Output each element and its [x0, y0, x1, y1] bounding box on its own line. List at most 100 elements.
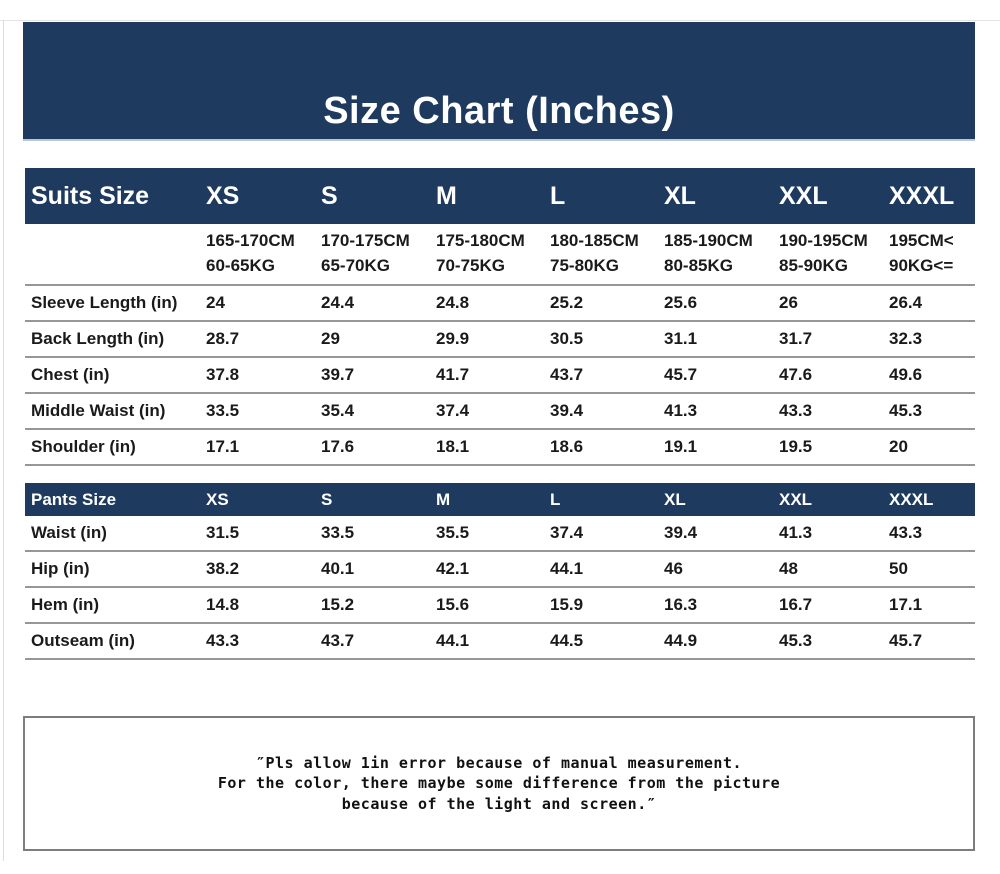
value-cell: 43.3 [888, 516, 975, 552]
suits-row-chest: Chest (in) 37.8 39.7 41.7 43.7 45.7 47.6… [25, 357, 975, 394]
left-divider [3, 20, 4, 861]
weight-range: 80-85KG [664, 256, 733, 275]
row-label: Shoulder (in) [25, 429, 205, 466]
value-cell: 28.7 [205, 321, 320, 358]
height-weight-row: 165-170CM 60-65KG 170-175CM 65-70KG 175-… [25, 224, 975, 286]
value-cell: 18.6 [549, 429, 663, 466]
height-range: 195CM< [889, 231, 954, 251]
value-cell: 14.8 [205, 587, 320, 624]
weight-range: 60-65KG [206, 256, 275, 275]
value-cell: 31.1 [663, 321, 778, 358]
pants-column-header-xxxl: XXXL [888, 483, 975, 516]
value-cell: 43.7 [320, 623, 435, 660]
pants-column-header-xs: XS [205, 483, 320, 516]
top-divider [0, 20, 1000, 21]
value-cell: 17.1 [205, 429, 320, 466]
range-cell-xxl: 190-195CM 85-90KG [778, 224, 888, 286]
value-cell: 42.1 [435, 551, 549, 588]
note-line: because of the light and screen.″ [341, 794, 657, 813]
value-cell: 37.4 [435, 393, 549, 430]
note-line: ″Pls allow 1in error because of manual m… [255, 753, 743, 772]
value-cell: 39.7 [320, 357, 435, 394]
value-cell: 17.1 [888, 587, 975, 624]
value-cell: 35.4 [320, 393, 435, 430]
value-cell: 16.7 [778, 587, 888, 624]
height-range: 170-175CM [321, 231, 410, 251]
value-cell: 44.1 [435, 623, 549, 660]
suits-size-table: Suits Size XS S M L XL XXL XXXL 165-170C… [25, 168, 975, 466]
row-label: Hip (in) [25, 551, 205, 588]
value-cell: 44.9 [663, 623, 778, 660]
row-label: Middle Waist (in) [25, 393, 205, 430]
weight-range: 70-75KG [436, 256, 505, 275]
value-cell: 41.3 [778, 516, 888, 552]
value-cell: 45.7 [888, 623, 975, 660]
value-cell: 33.5 [320, 516, 435, 552]
suits-column-header-xxxl: XXXL [888, 168, 975, 224]
range-cell-s: 170-175CM 65-70KG [320, 224, 435, 286]
value-cell: 43.3 [778, 393, 888, 430]
note-line: For the color, there maybe some differen… [217, 774, 781, 793]
pants-table-title: Pants Size [25, 483, 205, 516]
value-cell: 32.3 [888, 321, 975, 358]
weight-range: 75-80KG [550, 256, 619, 275]
value-cell: 18.1 [435, 429, 549, 466]
value-cell: 24 [205, 285, 320, 322]
weight-range: 90KG<= [889, 256, 954, 275]
range-cell-xl: 185-190CM 80-85KG [663, 224, 778, 286]
range-row-empty-cell [25, 224, 205, 286]
row-label: Sleeve Length (in) [25, 285, 205, 322]
pants-row-hip: Hip (in) 38.2 40.1 42.1 44.1 46 48 50 [25, 551, 975, 588]
value-cell: 20 [888, 429, 975, 466]
height-range: 180-185CM [550, 231, 639, 251]
suits-column-header-xxl: XXL [778, 168, 888, 224]
suits-row-sleeve-length: Sleeve Length (in) 24 24.4 24.8 25.2 25.… [25, 285, 975, 322]
suits-row-back-length: Back Length (in) 28.7 29 29.9 30.5 31.1 … [25, 321, 975, 358]
range-cell-xs: 165-170CM 60-65KG [205, 224, 320, 286]
value-cell: 16.3 [663, 587, 778, 624]
suits-column-header-xl: XL [663, 168, 778, 224]
measurement-note-box: ″Pls allow 1in error because of manual m… [23, 716, 975, 851]
value-cell: 15.6 [435, 587, 549, 624]
range-cell-m: 175-180CM 70-75KG [435, 224, 549, 286]
value-cell: 43.7 [549, 357, 663, 394]
value-cell: 35.5 [435, 516, 549, 552]
value-cell: 45.3 [888, 393, 975, 430]
value-cell: 15.9 [549, 587, 663, 624]
value-cell: 24.4 [320, 285, 435, 322]
height-range: 175-180CM [436, 231, 525, 251]
height-range: 185-190CM [664, 231, 753, 251]
value-cell: 37.4 [549, 516, 663, 552]
value-cell: 45.3 [778, 623, 888, 660]
suits-row-middle-waist: Middle Waist (in) 33.5 35.4 37.4 39.4 41… [25, 393, 975, 430]
value-cell: 24.8 [435, 285, 549, 322]
value-cell: 31.7 [778, 321, 888, 358]
pants-row-hem: Hem (in) 14.8 15.2 15.6 15.9 16.3 16.7 1… [25, 587, 975, 624]
row-label: Back Length (in) [25, 321, 205, 358]
value-cell: 43.3 [205, 623, 320, 660]
value-cell: 50 [888, 551, 975, 588]
value-cell: 29 [320, 321, 435, 358]
value-cell: 19.5 [778, 429, 888, 466]
value-cell: 26 [778, 285, 888, 322]
weight-range: 65-70KG [321, 256, 390, 275]
suits-column-header-l: L [549, 168, 663, 224]
value-cell: 26.4 [888, 285, 975, 322]
value-cell: 39.4 [549, 393, 663, 430]
pants-column-header-m: M [435, 483, 549, 516]
value-cell: 33.5 [205, 393, 320, 430]
value-cell: 49.6 [888, 357, 975, 394]
value-cell: 29.9 [435, 321, 549, 358]
weight-range: 85-90KG [779, 256, 848, 275]
pants-size-table: Pants Size XS S M L XL XXL XXXL Waist (i… [25, 483, 975, 660]
page-title: Size Chart (Inches) [323, 90, 675, 132]
value-cell: 48 [778, 551, 888, 588]
range-cell-xxxl: 195CM< 90KG<= [888, 224, 975, 286]
range-cell-l: 180-185CM 75-80KG [549, 224, 663, 286]
suits-column-header-xs: XS [205, 168, 320, 224]
value-cell: 38.2 [205, 551, 320, 588]
pants-header-row: Pants Size XS S M L XL XXL XXXL [25, 483, 975, 516]
suits-column-header-m: M [435, 168, 549, 224]
value-cell: 15.2 [320, 587, 435, 624]
value-cell: 41.3 [663, 393, 778, 430]
